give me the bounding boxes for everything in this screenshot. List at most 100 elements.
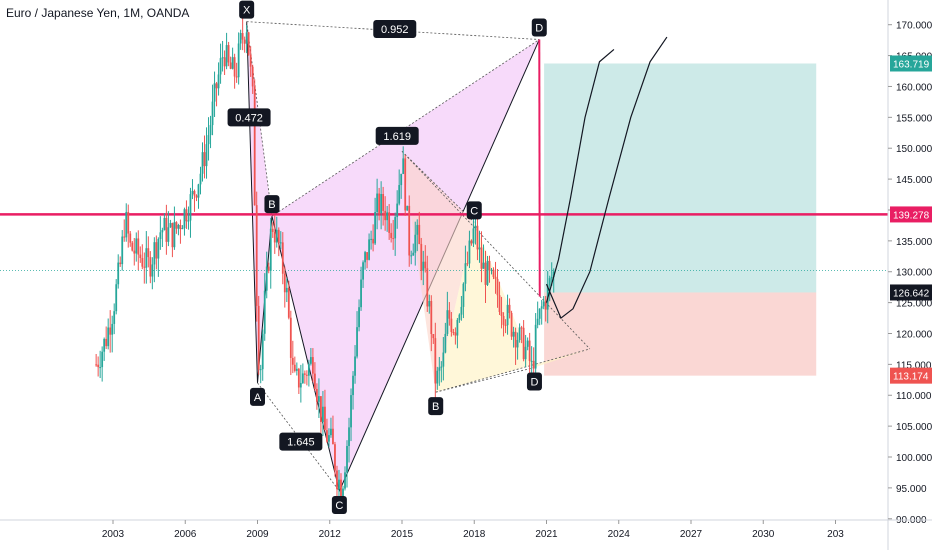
candle-body <box>163 217 166 231</box>
candle-body <box>352 375 354 396</box>
candle-body <box>338 479 340 490</box>
candle-body <box>508 304 511 314</box>
abcd-dotted-line <box>435 348 590 393</box>
candle-body <box>350 395 352 428</box>
x-tick-label: 203 <box>827 529 844 540</box>
candle-body <box>197 184 200 198</box>
abcd-dotted-line <box>435 367 535 393</box>
candle-body <box>362 262 364 280</box>
candle-body <box>468 240 471 264</box>
candle-body <box>516 339 519 348</box>
candle-body <box>322 406 324 422</box>
candle-body <box>318 396 320 402</box>
candle-body <box>354 356 356 376</box>
candle-body <box>418 224 421 244</box>
candle-body <box>428 300 431 307</box>
candle-body <box>484 262 487 285</box>
candle-body <box>267 266 270 271</box>
point-label: C <box>335 500 343 512</box>
candle-body <box>297 368 300 388</box>
point-label-bg <box>466 201 482 220</box>
candle-body <box>358 307 360 328</box>
candle-body <box>440 366 443 368</box>
candle-body <box>205 144 208 167</box>
candle-body <box>402 158 405 174</box>
candle-body <box>450 318 453 332</box>
point-label: C <box>470 205 478 217</box>
candle-body <box>131 242 134 251</box>
candle-body <box>446 310 449 334</box>
candle-body <box>432 334 435 339</box>
candle-body <box>263 290 266 334</box>
candle-body <box>223 57 226 67</box>
ratio-label: 0.472 <box>235 112 263 124</box>
candle-body <box>474 225 477 229</box>
candle-body <box>444 333 447 353</box>
candle-body <box>368 239 370 260</box>
candle-body <box>498 295 501 313</box>
candle-body <box>103 338 106 352</box>
candle-body <box>307 363 310 376</box>
candle-body <box>436 370 439 384</box>
candle-body <box>524 346 527 360</box>
candle-body <box>123 236 126 238</box>
candle-body <box>133 250 136 254</box>
entry-price-tag: 126.642 <box>893 288 930 299</box>
candle-body <box>480 247 483 269</box>
candle-body <box>534 324 537 369</box>
candle-body <box>147 248 150 258</box>
point-label: A <box>254 392 262 404</box>
candle-body <box>239 33 242 44</box>
abcd-triangle-1 <box>402 151 475 393</box>
candle-body <box>121 236 124 265</box>
xabcd-ratio-line <box>246 21 540 40</box>
candle-body <box>209 125 212 136</box>
point-label: D <box>530 376 538 388</box>
candle-body <box>454 332 457 336</box>
candle-body <box>213 83 216 102</box>
x-tick-label: 2018 <box>463 529 486 540</box>
candle-body <box>189 194 192 221</box>
candle-body <box>127 212 130 234</box>
candle-body <box>145 248 148 268</box>
candle-body <box>320 396 322 422</box>
candle-body <box>171 223 174 248</box>
candle-body <box>311 357 314 374</box>
candle-body <box>466 263 469 265</box>
candle-body <box>378 193 381 214</box>
point-label-bg <box>531 18 547 37</box>
y-tick-label: 95.000 <box>896 484 927 495</box>
candle-body <box>392 238 395 240</box>
projection-curve <box>545 48 615 303</box>
candle-body <box>412 252 415 256</box>
y-tick-label: 120.000 <box>896 329 932 340</box>
candle-body <box>97 364 100 368</box>
candle-body <box>532 360 535 369</box>
candle-body <box>231 57 234 69</box>
candle-body <box>291 357 294 365</box>
abcd-triangle-2 <box>435 222 590 393</box>
candle-body <box>229 62 232 69</box>
candle-body <box>227 45 230 63</box>
candle-body <box>185 209 188 222</box>
candle-body <box>414 234 417 253</box>
candle-body <box>442 352 445 367</box>
candle-body <box>139 254 142 259</box>
candle-body <box>191 190 194 195</box>
candle-body <box>173 222 176 248</box>
candle-body <box>426 268 429 307</box>
candle-body <box>334 444 336 471</box>
candle-body <box>410 255 413 257</box>
candle-body <box>364 252 366 263</box>
candle-body <box>303 373 306 375</box>
candle-body <box>203 152 206 167</box>
ratio-label: 0.952 <box>381 24 409 36</box>
x-tick-label: 2012 <box>319 529 342 540</box>
candle-body <box>458 314 461 320</box>
point-label: B <box>268 199 275 211</box>
candle-body <box>167 227 170 242</box>
entry-price-tag-bg <box>890 284 932 301</box>
y-tick-label: 105.000 <box>896 422 932 433</box>
candle-body <box>257 305 260 370</box>
